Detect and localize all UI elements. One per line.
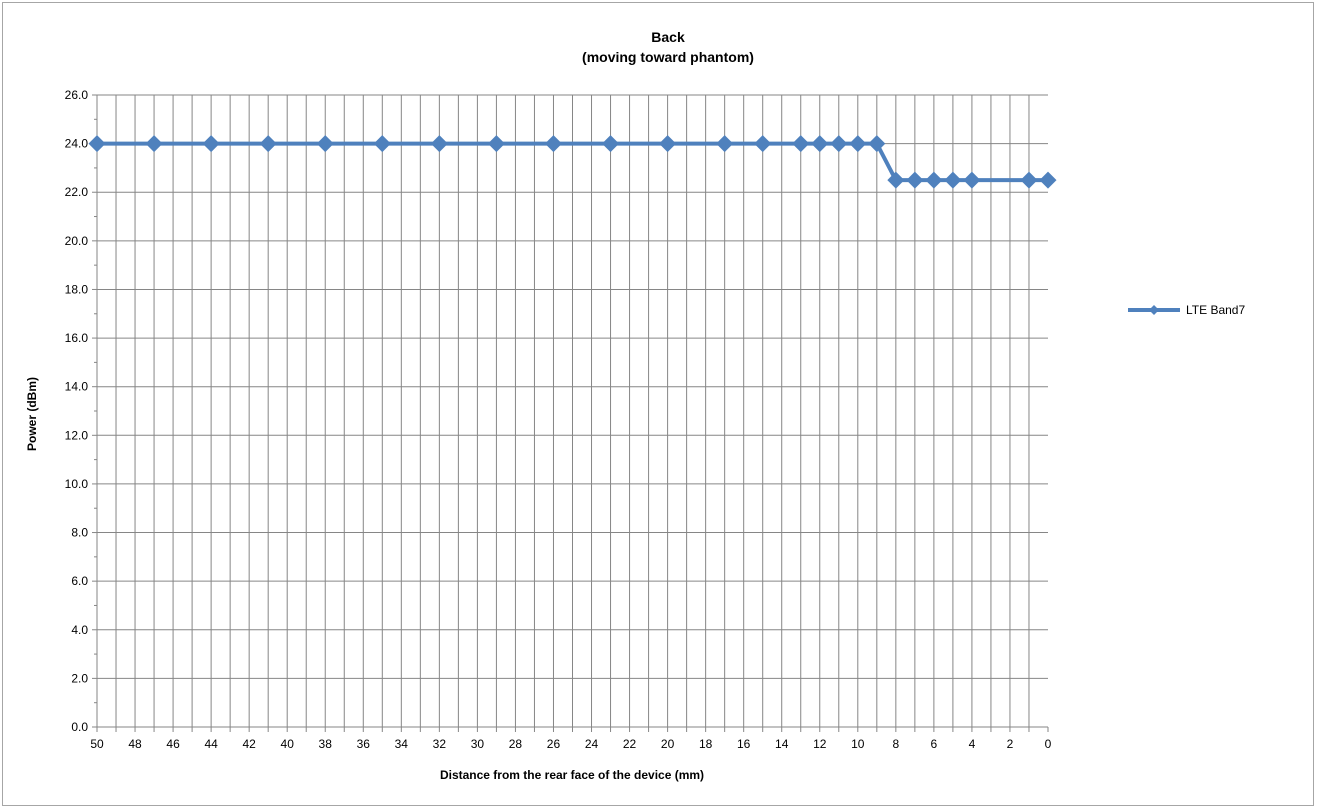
y-tick-label: 16.0 bbox=[65, 331, 89, 345]
x-tick-label: 26 bbox=[547, 737, 561, 751]
x-tick-label: 46 bbox=[166, 737, 180, 751]
data-point-diamond bbox=[792, 135, 810, 153]
y-tick-label: 2.0 bbox=[71, 671, 88, 685]
data-point-diamond bbox=[963, 171, 981, 189]
x-tick-label: 10 bbox=[851, 737, 865, 751]
axes bbox=[92, 94, 1049, 732]
y-tick-label: 4.0 bbox=[71, 623, 88, 637]
legend[interactable]: LTE Band7 bbox=[1128, 303, 1245, 317]
x-axis-label: Distance from the rear face of the devic… bbox=[440, 768, 704, 782]
x-tick-label: 12 bbox=[813, 737, 827, 751]
x-tick-labels: 50 48 46 44 42 40 38 36 34 32 30 28 26 24 22 20 18 16 14 12… bbox=[90, 737, 1051, 751]
x-tick-label: 42 bbox=[242, 737, 256, 751]
data-point-diamond bbox=[830, 135, 848, 153]
x-tick-label: 38 bbox=[319, 737, 333, 751]
x-tick-label: 0 bbox=[1045, 737, 1052, 751]
x-tick-label: 18 bbox=[699, 737, 713, 751]
data-point-diamond bbox=[659, 135, 677, 153]
x-tick-label: 28 bbox=[509, 737, 523, 751]
y-tick-label: 22.0 bbox=[65, 185, 89, 199]
data-point-diamond bbox=[259, 135, 277, 153]
data-point-diamond bbox=[811, 135, 829, 153]
y-tick-label: 20.0 bbox=[65, 234, 89, 248]
x-tick-label: 30 bbox=[471, 737, 485, 751]
data-point-diamond bbox=[373, 135, 391, 153]
y-axis-label: Power (dBm) bbox=[25, 377, 39, 451]
data-point-diamond bbox=[487, 135, 505, 153]
x-tick-label: 16 bbox=[737, 737, 751, 751]
chart-title-line2: (moving toward phantom) bbox=[582, 49, 754, 65]
data-point-diamond bbox=[887, 171, 905, 189]
x-tick-label: 22 bbox=[623, 737, 637, 751]
data-point-diamond bbox=[202, 135, 220, 153]
y-tick-label: 26.0 bbox=[65, 88, 89, 102]
y-tick-label: 10.0 bbox=[65, 477, 89, 491]
gridlines bbox=[96, 94, 1048, 727]
data-point-diamond bbox=[88, 135, 106, 153]
data-point-diamond bbox=[544, 135, 562, 153]
y-tick-label: 0.0 bbox=[71, 720, 88, 734]
data-point-diamond bbox=[925, 171, 943, 189]
x-tick-label: 4 bbox=[969, 737, 976, 751]
y-tick-label: 18.0 bbox=[65, 282, 89, 296]
x-tick-label: 6 bbox=[931, 737, 938, 751]
x-tick-label: 40 bbox=[281, 737, 295, 751]
y-tick-labels: 0.0 2.0 4.0 6.0 8.0 10.0 12.0 14.0 16.0 18.0 20.0 2… bbox=[65, 88, 89, 734]
x-tick-label: 24 bbox=[585, 737, 599, 751]
x-tick-label: 8 bbox=[892, 737, 899, 751]
data-point-diamond bbox=[1039, 171, 1057, 189]
x-tick-label: 48 bbox=[128, 737, 142, 751]
chart-title-line1: Back bbox=[651, 29, 685, 45]
x-tick-label: 2 bbox=[1007, 737, 1014, 751]
series-layer bbox=[88, 135, 1057, 189]
y-tick-label: 12.0 bbox=[65, 428, 89, 442]
data-point-diamond bbox=[906, 171, 924, 189]
y-tick-label: 6.0 bbox=[71, 574, 88, 588]
data-point-diamond bbox=[602, 135, 620, 153]
x-tick-label: 20 bbox=[661, 737, 675, 751]
data-point-diamond bbox=[868, 135, 886, 153]
data-point-diamond bbox=[1020, 171, 1038, 189]
data-point-diamond bbox=[145, 135, 163, 153]
x-tick-label: 44 bbox=[204, 737, 218, 751]
data-point-diamond bbox=[944, 171, 962, 189]
data-point-diamond bbox=[316, 135, 334, 153]
data-point-diamond bbox=[754, 135, 772, 153]
legend-diamond-icon bbox=[1149, 305, 1159, 315]
y-tick-label: 14.0 bbox=[65, 380, 89, 394]
x-tick-label: 50 bbox=[90, 737, 104, 751]
data-point-diamond bbox=[849, 135, 867, 153]
x-tick-label: 14 bbox=[775, 737, 789, 751]
x-tick-label: 32 bbox=[433, 737, 447, 751]
x-tick-label: 34 bbox=[395, 737, 409, 751]
x-tick-label: 36 bbox=[357, 737, 371, 751]
y-tick-label: 8.0 bbox=[71, 526, 88, 540]
legend-label: LTE Band7 bbox=[1186, 303, 1245, 317]
y-tick-label: 24.0 bbox=[65, 137, 89, 151]
data-point-diamond bbox=[430, 135, 448, 153]
data-point-diamond bbox=[716, 135, 734, 153]
